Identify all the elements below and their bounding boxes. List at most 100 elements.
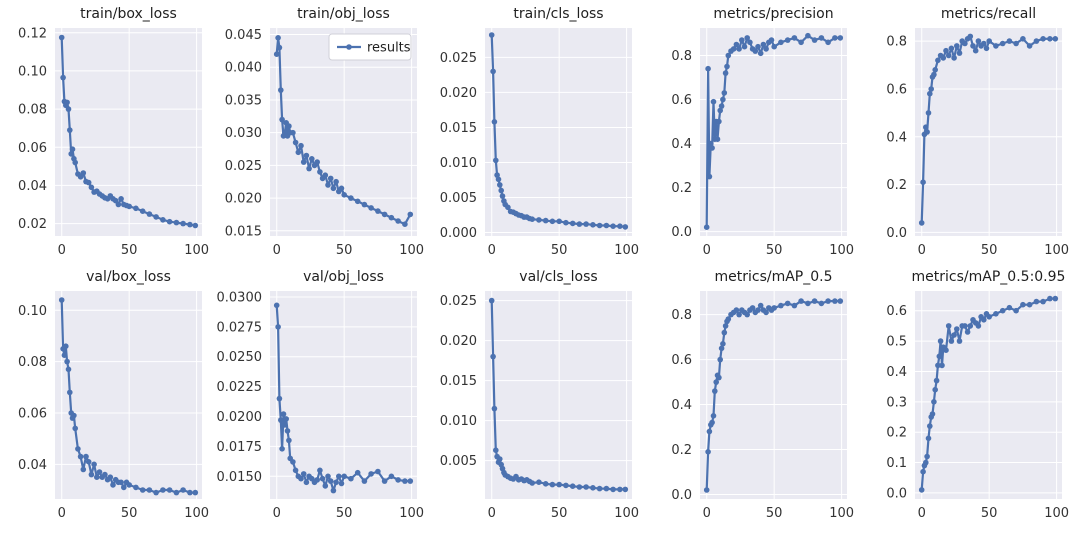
data-point: [65, 366, 72, 373]
data-point: [924, 453, 930, 460]
data-point: [1013, 307, 1019, 314]
x-tick-label: 100: [399, 243, 424, 258]
data-point: [918, 220, 925, 226]
data-point: [733, 307, 740, 313]
x-tick-label: 0: [918, 506, 926, 521]
data-point: [622, 224, 629, 230]
y-tick-label: 0.8: [671, 49, 692, 64]
data-point: [967, 323, 974, 329]
data-point: [805, 32, 811, 39]
data-point: [703, 224, 710, 230]
data-point: [490, 68, 496, 75]
data-point: [805, 300, 811, 307]
data-point: [583, 221, 589, 227]
data-point: [139, 208, 146, 214]
y-tick-label: 0.1: [886, 456, 907, 471]
x-tick-label: 50: [121, 243, 138, 258]
data-point: [768, 37, 775, 43]
data-point: [954, 43, 960, 49]
data-point: [755, 43, 761, 50]
data-point: [923, 124, 929, 130]
data-point: [1040, 298, 1046, 305]
data-point: [317, 467, 323, 474]
data-point: [187, 489, 193, 496]
y-tick-label: 0.025: [440, 294, 477, 309]
data-point: [622, 486, 629, 493]
subplot-3-plot-area: [485, 28, 632, 236]
subplot-6: val/box_loss 0.04 0.06 0.08 0.10 0 50 100: [18, 269, 209, 521]
data-point: [757, 50, 764, 57]
data-point: [972, 47, 979, 54]
y-tick-label: 0.0250: [217, 350, 263, 365]
data-point: [491, 405, 498, 412]
y-tick-label: 0.0225: [217, 380, 263, 395]
subplot-3-title: train/cls_loss: [513, 6, 603, 22]
subplot-6-title: val/box_loss: [86, 269, 171, 285]
data-point: [556, 218, 562, 225]
y-tick-label: 0.6: [671, 93, 692, 108]
data-point: [778, 39, 784, 46]
subplot-10-title: metrics/mAP_0.5:0.95: [912, 269, 1066, 285]
data-point: [983, 45, 990, 52]
data-point: [72, 425, 78, 432]
data-point: [110, 482, 116, 488]
data-point: [290, 459, 296, 465]
data-point: [1020, 301, 1026, 308]
data-point: [951, 55, 957, 61]
data-point: [298, 475, 304, 482]
x-tick-label: 50: [336, 243, 353, 258]
y-tick-label: 0.4: [886, 130, 907, 145]
data-point: [709, 419, 715, 426]
data-point: [166, 487, 173, 493]
data-point: [923, 459, 929, 466]
data-point: [61, 352, 68, 359]
data-point: [837, 35, 844, 41]
data-point: [986, 38, 992, 44]
data-point: [725, 52, 732, 59]
x-tick-label: 50: [551, 506, 568, 521]
x-tick-label: 50: [121, 506, 138, 521]
y-tick-label: 0.4: [886, 365, 907, 380]
x-tick-label: 100: [1044, 243, 1069, 258]
data-point: [717, 356, 723, 363]
y-tick-label: 0.020: [440, 86, 477, 101]
data-point: [722, 70, 729, 76]
data-point: [927, 90, 933, 97]
data-point: [300, 471, 307, 477]
subplot-9-plot-area: [700, 291, 847, 499]
x-tick-label: 100: [614, 243, 639, 258]
x-tick-label: 0: [703, 243, 711, 258]
y-tick-label: 0.10: [18, 304, 47, 319]
data-point: [497, 182, 503, 188]
data-point: [708, 140, 714, 147]
data-point: [490, 353, 496, 360]
data-point: [102, 471, 108, 478]
legend-box: [328, 33, 412, 61]
data-point: [381, 211, 388, 218]
data-point: [94, 474, 100, 481]
x-tick-label: 50: [336, 506, 353, 521]
subplot-9-title: metrics/mAP_0.5: [714, 269, 832, 285]
data-point: [146, 211, 153, 217]
y-tick-label: 0.0200: [217, 410, 263, 425]
data-point: [721, 90, 728, 96]
data-point: [818, 300, 825, 307]
data-point: [361, 478, 368, 484]
subplot-10: metrics/mAP_0.5:0.95 0.0 0.1 0.2 0.3 0.4 0.5 0.…: [886, 269, 1069, 521]
data-point: [1026, 43, 1033, 49]
x-tick-label: 0: [488, 243, 496, 258]
data-point: [710, 413, 717, 419]
data-point: [755, 307, 761, 313]
x-tick-label: 100: [829, 243, 854, 258]
data-point: [407, 211, 414, 218]
data-point: [121, 484, 127, 491]
subplot-5: metrics/recall 0.0 0.2 0.4 0.6 0.8 0 50 100: [886, 6, 1069, 258]
legend-label: results: [367, 41, 411, 56]
data-point: [60, 74, 66, 81]
data-point: [739, 37, 745, 43]
data-point: [705, 65, 711, 72]
data-point: [88, 471, 95, 478]
data-point: [927, 423, 933, 429]
data-point: [275, 35, 281, 41]
y-tick-label: 0.035: [225, 93, 262, 108]
